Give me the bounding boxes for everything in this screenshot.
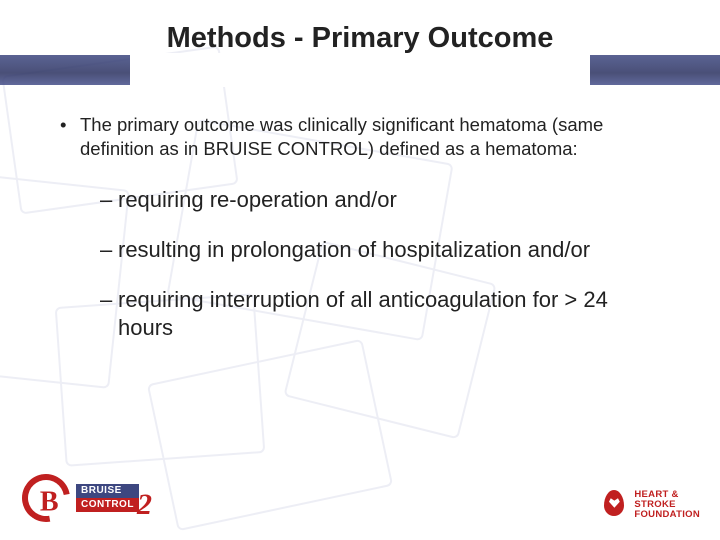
bruise-line1: BRUISE bbox=[76, 484, 139, 498]
sub-item-text: resulting in prolongation of hospitaliza… bbox=[118, 236, 590, 264]
sub-item-text: requiring interruption of all anticoagul… bbox=[118, 286, 660, 341]
dash-icon: – bbox=[100, 286, 118, 341]
dash-icon: – bbox=[100, 236, 118, 264]
bruise-control-logo: B BRUISE CONTROL 2 bbox=[22, 474, 152, 522]
heart-stroke-text: HEART & STROKE FOUNDATION bbox=[634, 490, 700, 520]
hs-line3: FOUNDATION bbox=[634, 510, 700, 520]
heart-stroke-logo: HEART & STROKE FOUNDATION bbox=[600, 488, 700, 522]
sub-item-text: requiring re-operation and/or bbox=[118, 186, 397, 214]
lead-bullet-item: • The primary outcome was clinically sig… bbox=[60, 113, 660, 160]
slide-title: Methods - Primary Outcome bbox=[0, 22, 720, 55]
bruise-digit: 2 bbox=[137, 488, 152, 522]
bullet-icon: • bbox=[60, 113, 80, 160]
sub-item: – resulting in prolongation of hospitali… bbox=[100, 236, 660, 264]
sub-item: – requiring interruption of all anticoag… bbox=[100, 286, 660, 341]
sub-item: – requiring re-operation and/or bbox=[100, 186, 660, 214]
bruise-line2: CONTROL bbox=[76, 498, 139, 512]
lead-text: The primary outcome was clinically signi… bbox=[80, 113, 660, 160]
heart-stroke-icon bbox=[600, 488, 628, 522]
bruise-b-letter: B bbox=[40, 487, 59, 519]
title-container: Methods - Primary Outcome bbox=[0, 0, 720, 55]
dash-icon: – bbox=[100, 186, 118, 214]
bruise-text: BRUISE CONTROL bbox=[76, 484, 139, 512]
bruise-c-icon: B bbox=[13, 465, 80, 532]
content-area: • The primary outcome was clinically sig… bbox=[0, 55, 720, 341]
